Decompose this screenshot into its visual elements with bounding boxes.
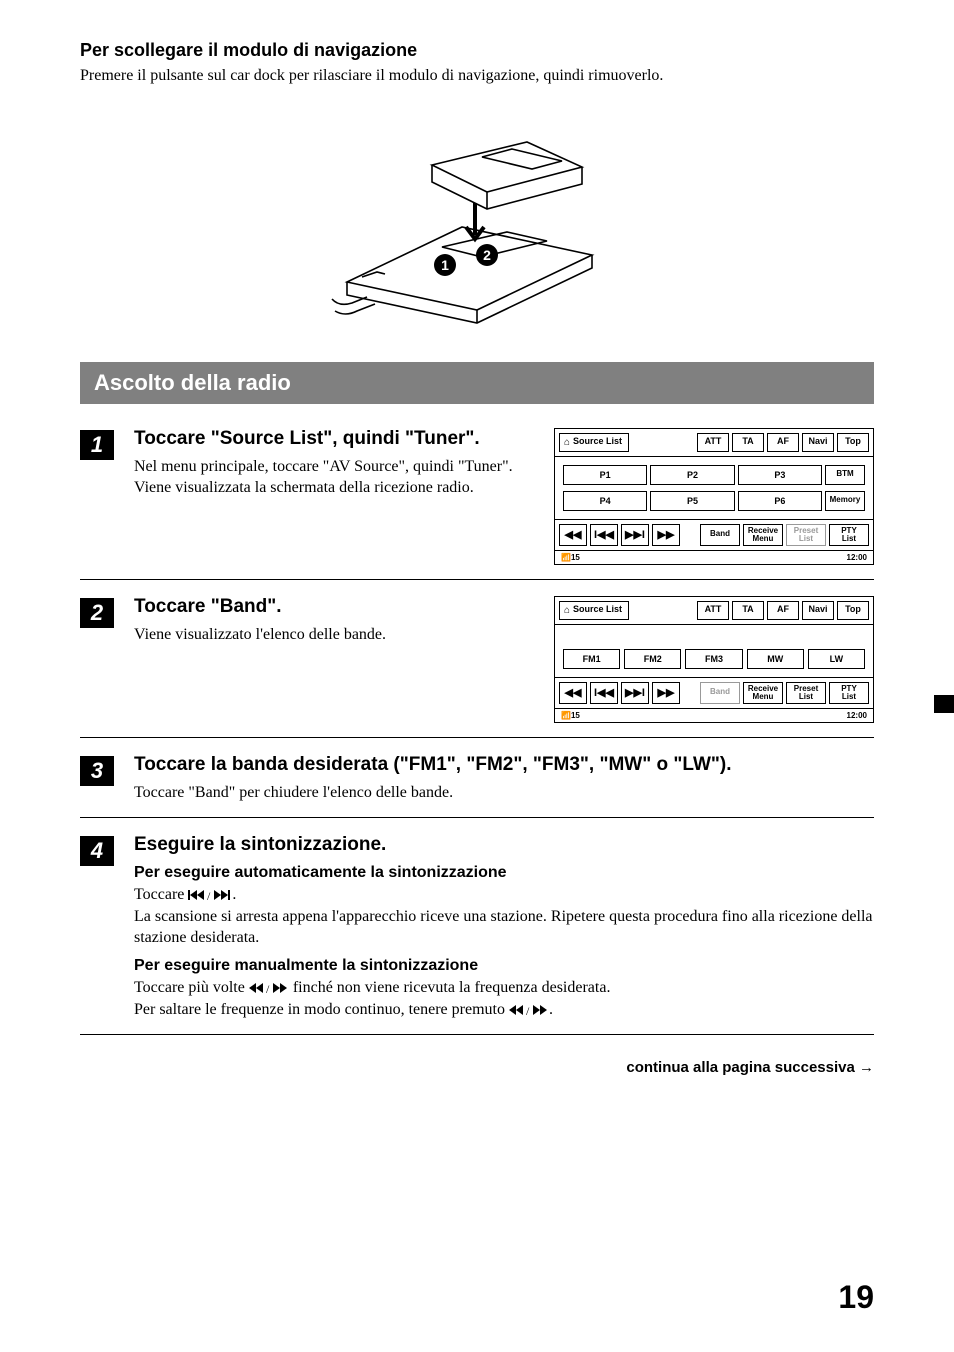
signal-indicator: 📶15	[561, 553, 580, 562]
band-button[interactable]: Band	[700, 682, 740, 704]
svg-text:/: /	[526, 1004, 530, 1016]
step-title: Eseguire la sintonizzazione.	[134, 834, 874, 856]
radio-screen-bands: ⌂Source List ATT TA AF Navi Top FM1 FM2 …	[554, 596, 874, 723]
prev-button[interactable]: I◀◀	[590, 524, 618, 546]
body-paragraph: Toccare "Band" per chiudere l'elenco del…	[134, 782, 874, 804]
body-paragraph: Premere il pulsante sul car dock per ril…	[80, 65, 874, 87]
seek-fwd-button[interactable]: ▶▶	[652, 682, 680, 704]
ta-button[interactable]: TA	[732, 433, 764, 452]
step-number: 3	[80, 756, 114, 786]
preset-list-button[interactable]: PresetList	[786, 524, 826, 546]
callout-2: 2	[483, 247, 491, 263]
next-button[interactable]: ▶▶I	[621, 524, 649, 546]
rew-fwd-icon: /	[509, 1004, 549, 1016]
pty-list-button[interactable]: PTYList	[829, 682, 869, 704]
clock: 12:00	[847, 553, 867, 562]
af-button[interactable]: AF	[767, 601, 799, 620]
top-button[interactable]: Top	[837, 433, 869, 452]
step-subtitle: Per eseguire manualmente la sintonizzazi…	[134, 957, 874, 975]
body-paragraph: Toccare più volte / finché non viene ric…	[134, 977, 874, 999]
home-icon: ⌂	[564, 437, 570, 448]
step-title: Toccare "Band".	[134, 596, 536, 618]
att-button[interactable]: ATT	[697, 433, 729, 452]
receive-menu-button[interactable]: ReceiveMenu	[743, 524, 783, 546]
step-title: Toccare "Source List", quindi "Tuner".	[134, 428, 536, 450]
memory-button[interactable]: Memory	[825, 491, 865, 511]
next-button[interactable]: ▶▶I	[621, 682, 649, 704]
band-fm1[interactable]: FM1	[563, 649, 620, 669]
prev-button[interactable]: I◀◀	[590, 682, 618, 704]
body-paragraph: Viene visualizzato l'elenco delle bande.	[134, 624, 536, 646]
step-2: 2 Toccare "Band". Viene visualizzato l'e…	[80, 596, 874, 738]
step-3: 3 Toccare la banda desiderata ("FM1", "F…	[80, 754, 874, 819]
section-title-bar: Ascolto della radio	[80, 362, 874, 404]
subsection: Per scollegare il modulo di navigazione …	[80, 40, 874, 87]
top-button[interactable]: Top	[837, 601, 869, 620]
preset-p5[interactable]: P5	[650, 491, 734, 511]
svg-text:/: /	[207, 889, 211, 901]
signal-indicator: 📶15	[561, 711, 580, 720]
band-mw[interactable]: MW	[747, 649, 804, 669]
rew-fwd-icon: /	[249, 982, 289, 994]
nav-module-illustration: 1 2	[327, 107, 627, 327]
body-paragraph: La scansione si arresta appena l'apparec…	[134, 906, 874, 949]
step-4: 4 Eseguire la sintonizzazione. Per esegu…	[80, 834, 874, 1035]
step-1: 1 Toccare "Source List", quindi "Tuner".…	[80, 428, 874, 580]
seek-back-button[interactable]: ◀◀	[559, 524, 587, 546]
receive-menu-button[interactable]: ReceiveMenu	[743, 682, 783, 704]
preset-p6[interactable]: P6	[738, 491, 822, 511]
navi-button[interactable]: Navi	[802, 433, 834, 452]
radio-screen-presets: ⌂Source List ATT TA AF Navi Top P1 P2 P3	[554, 428, 874, 565]
seek-back-button[interactable]: ◀◀	[559, 682, 587, 704]
body-paragraph: Toccare /.	[134, 884, 874, 906]
step-number: 1	[80, 430, 114, 460]
section-tab-marker	[934, 695, 954, 713]
preset-p1[interactable]: P1	[563, 465, 647, 485]
source-list-button[interactable]: ⌂Source List	[559, 601, 629, 620]
source-list-button[interactable]: ⌂Source List	[559, 433, 629, 452]
preset-p3[interactable]: P3	[738, 465, 822, 485]
step-subtitle: Per eseguire automaticamente la sintoniz…	[134, 864, 874, 882]
prev-next-icon: /	[188, 889, 232, 901]
callout-1: 1	[441, 257, 449, 273]
svg-text:/: /	[266, 982, 270, 994]
page-number: 19	[838, 1279, 874, 1316]
band-button[interactable]: Band	[700, 524, 740, 546]
step-title: Toccare la banda desiderata ("FM1", "FM2…	[134, 754, 874, 776]
body-paragraph: Nel menu principale, toccare "AV Source"…	[134, 456, 536, 478]
btm-button[interactable]: BTM	[825, 465, 865, 485]
band-lw[interactable]: LW	[808, 649, 865, 669]
body-paragraph: Per saltare le frequenze in modo continu…	[134, 999, 874, 1021]
step-number: 2	[80, 598, 114, 628]
preset-p2[interactable]: P2	[650, 465, 734, 485]
band-fm2[interactable]: FM2	[624, 649, 681, 669]
preset-p4[interactable]: P4	[563, 491, 647, 511]
ta-button[interactable]: TA	[732, 601, 764, 620]
pty-list-button[interactable]: PTYList	[829, 524, 869, 546]
continue-indicator: continua alla pagina successiva →	[80, 1059, 874, 1076]
home-icon: ⌂	[564, 605, 570, 616]
step-number: 4	[80, 836, 114, 866]
navi-button[interactable]: Navi	[802, 601, 834, 620]
af-button[interactable]: AF	[767, 433, 799, 452]
clock: 12:00	[847, 711, 867, 720]
dock-diagram: 1 2	[80, 107, 874, 332]
preset-list-button[interactable]: PresetList	[786, 682, 826, 704]
att-button[interactable]: ATT	[697, 601, 729, 620]
seek-fwd-button[interactable]: ▶▶	[652, 524, 680, 546]
band-fm3[interactable]: FM3	[685, 649, 742, 669]
body-paragraph: Viene visualizzata la schermata della ri…	[134, 477, 536, 499]
subsection-title: Per scollegare il modulo di navigazione	[80, 40, 874, 61]
